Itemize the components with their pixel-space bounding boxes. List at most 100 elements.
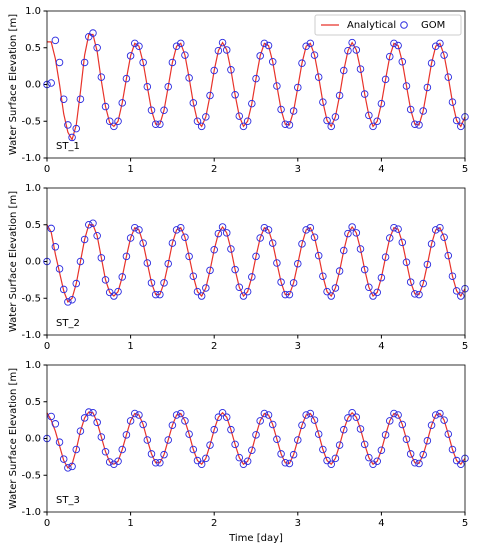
gom-point: [381, 431, 390, 439]
gom-point: [227, 425, 235, 434]
gom-point: [202, 113, 210, 121]
gom-point: [298, 240, 306, 248]
gom-point: [423, 83, 432, 92]
gom-point: [227, 245, 235, 253]
gom-point: [268, 57, 277, 66]
plot-frame: [46, 187, 466, 336]
gom-point: [298, 421, 306, 430]
gom-point: [256, 417, 264, 425]
gom-point: [89, 409, 97, 417]
gom-point: [390, 223, 398, 232]
gom-point: [323, 287, 331, 296]
gom-point: [440, 233, 448, 241]
gom-point: [386, 417, 394, 425]
gom-point: [80, 235, 89, 244]
gom-point: [436, 39, 444, 48]
gom-point: [394, 411, 402, 419]
x-tick-label: 2: [211, 164, 217, 175]
gom-point: [101, 276, 110, 284]
gom-point: [314, 430, 323, 438]
plot-frame: [46, 364, 466, 513]
gom-point: [193, 287, 202, 296]
gom-point: [164, 82, 172, 91]
station-label: ST_1: [56, 141, 80, 152]
gom-point: [135, 42, 143, 51]
gom-point: [431, 411, 440, 419]
gom-point: [310, 233, 319, 241]
gom-point: [147, 279, 156, 287]
gom-point: [85, 32, 93, 41]
gom-point: [93, 232, 101, 240]
gom-point: [381, 75, 390, 84]
gom-point: [306, 223, 315, 232]
gom-point: [243, 287, 252, 296]
plot-frame: [46, 10, 466, 159]
gom-point: [314, 251, 323, 260]
gom-point: [294, 436, 302, 444]
gom-point: [64, 464, 72, 472]
gom-point: [365, 453, 373, 462]
gom-point: [68, 133, 76, 142]
gom-point: [394, 41, 402, 50]
gom-point: [415, 121, 423, 129]
gom-point: [105, 458, 114, 466]
gom-point: [147, 450, 156, 458]
gom-point: [340, 425, 348, 434]
gom-point: [386, 52, 394, 61]
x-tick-label: 1: [127, 164, 133, 175]
y-tick-label: 0.0: [25, 80, 41, 91]
gom-point: [340, 66, 348, 75]
y-tick-label: -0.5: [21, 470, 41, 481]
gom-point: [419, 450, 427, 459]
gom-point: [181, 233, 189, 241]
gom-point: [448, 98, 457, 106]
gom-point: [365, 111, 373, 120]
gom-point: [122, 431, 131, 439]
gom-point: [89, 219, 97, 228]
gom-point: [452, 287, 461, 295]
y-axis-label: Water Surface Elevation [m]: [8, 14, 19, 155]
gom-point: [172, 226, 181, 234]
gom-point: [360, 265, 369, 274]
gom-point: [93, 418, 101, 427]
gom-point: [168, 58, 177, 67]
gom-point: [457, 292, 465, 300]
gom-point: [235, 112, 244, 120]
gom-point: [440, 51, 448, 59]
gom-point: [352, 413, 361, 421]
gom-point: [440, 416, 448, 424]
gom-point: [327, 122, 335, 131]
gom-point: [277, 278, 285, 286]
gom-point: [139, 239, 147, 247]
y-tick-label: -0.5: [21, 116, 41, 127]
y-tick-label: -1.0: [21, 507, 41, 518]
gom-point: [218, 38, 227, 47]
gom-point: [415, 290, 423, 299]
gom-point: [256, 234, 264, 242]
gom-point: [126, 52, 135, 60]
gom-point: [97, 254, 106, 262]
gom-point: [177, 223, 185, 232]
gom-point: [110, 292, 118, 300]
gom-point: [64, 121, 72, 129]
gom-point: [457, 122, 465, 131]
gom-point: [72, 279, 81, 288]
gom-point: [214, 413, 223, 421]
gom-point: [47, 79, 55, 87]
gom-point: [227, 66, 235, 74]
gom-point: [59, 455, 68, 463]
gom-point: [273, 259, 281, 267]
gom-point: [348, 38, 356, 47]
gom-point: [143, 82, 152, 91]
gom-point: [76, 257, 85, 266]
gom-point: [239, 122, 248, 131]
gom-point: [289, 450, 298, 459]
gom-point: [331, 454, 340, 463]
gom-point: [411, 459, 419, 467]
gom-point: [377, 273, 386, 282]
gom-point: [444, 430, 453, 438]
gom-point: [377, 99, 386, 108]
gom-point: [406, 278, 415, 286]
y-axis-label: Water Surface Elevation [m]: [8, 368, 19, 509]
gom-point: [411, 120, 419, 128]
